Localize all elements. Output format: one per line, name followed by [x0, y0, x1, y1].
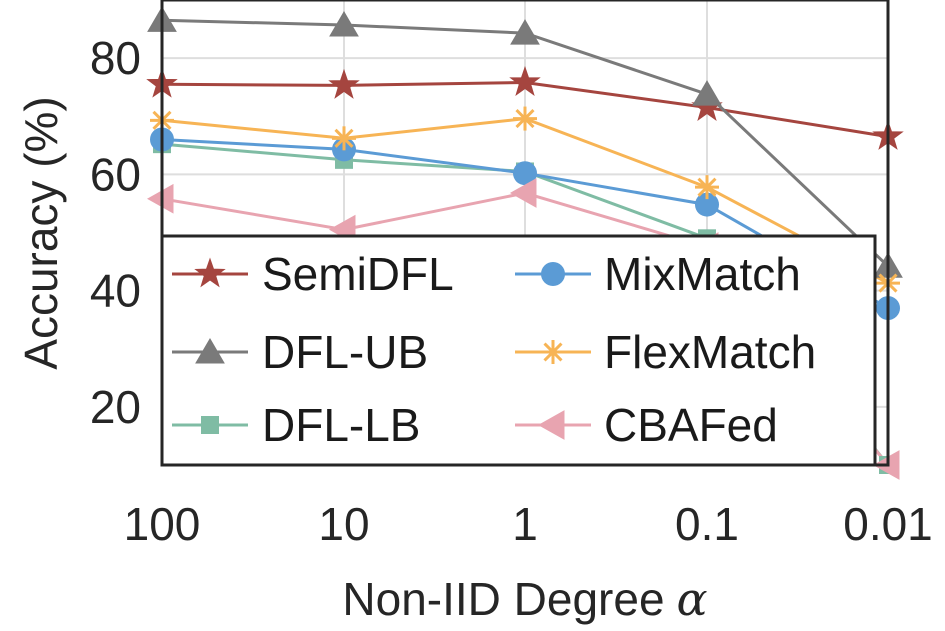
data-point-flexmatch [332, 126, 356, 151]
y-tick-label: 20 [90, 381, 141, 433]
y-tick-labels: 20 40 60 80 [90, 32, 141, 433]
y-axis-label: Accuracy (%) [15, 96, 67, 369]
data-point-cbafed [509, 178, 537, 208]
asterisk-stroke [334, 128, 354, 148]
x-axis-label: Non-IID Degree α [342, 572, 707, 626]
data-point-mixmatch [695, 192, 719, 217]
legend-swatch-marker [541, 262, 565, 286]
x-tick-label: 100 [124, 498, 201, 550]
data-point-dfl-ub [329, 11, 359, 37]
legend-label: CBAFed [604, 399, 778, 451]
y-tick-label: 80 [90, 32, 141, 84]
data-point-mixmatch [513, 161, 537, 186]
x-tick-label: 10 [318, 498, 369, 550]
legend-label: DFL-LB [262, 399, 420, 451]
x-tick-label: 0.01 [843, 498, 933, 550]
x-tick-label: 1 [512, 498, 538, 550]
legend-label: SemiDFL [262, 248, 454, 300]
data-point-semidfl [328, 68, 360, 99]
y-tick-label: 40 [90, 265, 141, 317]
x-axis-label-text: Non-IID Degree [342, 573, 664, 625]
asterisk-stroke [543, 342, 563, 362]
legend-swatch-marker [541, 340, 565, 364]
legend-entry-semidfl: SemiDFL [172, 248, 454, 300]
x-axis-label-symbol: α [677, 572, 708, 626]
legend: SemiDFL DFL-UB DFL-LB MixMatch FlexMatch CBAF… [160, 234, 877, 467]
asterisk-stroke [697, 177, 717, 197]
legend-label: DFL-UB [262, 326, 428, 378]
legend-entry-dfl-lb: DFL-LB [172, 399, 420, 451]
legend-entry-cbafed: CBAFed [515, 399, 778, 451]
data-point-dfl-ub [510, 19, 540, 45]
legend-swatch-marker [195, 338, 225, 364]
legend-label: FlexMatch [604, 326, 816, 378]
data-point-dfl-ub [692, 80, 722, 106]
data-point-flexmatch [695, 175, 719, 200]
legend-label: MixMatch [604, 248, 801, 300]
legend-swatch-marker [537, 410, 565, 440]
legend-entry-dfl-ub: DFL-UB [172, 326, 428, 378]
y-tick-label: 60 [90, 148, 141, 200]
data-point-flexmatch [513, 106, 537, 131]
legend-swatch-marker [201, 416, 219, 434]
x-tick-label: 0.1 [675, 498, 739, 550]
legend-swatch-marker [194, 257, 226, 288]
data-point-semidfl [509, 65, 541, 96]
legend-entry-flexmatch: FlexMatch [515, 326, 816, 378]
asterisk-stroke [515, 109, 535, 129]
x-tick-labels: 100 10 1 0.1 0.01 [124, 498, 933, 550]
legend-entry-mixmatch: MixMatch [515, 248, 801, 300]
